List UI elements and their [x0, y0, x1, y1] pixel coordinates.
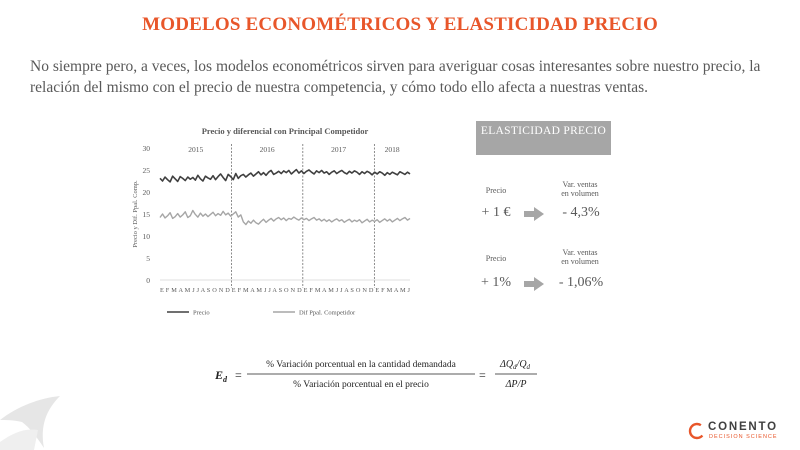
brand-logo: CONENTO DECISION SCIENCE — [688, 421, 788, 443]
brand-tagline: DECISION SCIENCE — [709, 434, 778, 440]
y-tick-label: 20 — [143, 188, 151, 197]
row1-sales-value: - 4,3% — [562, 205, 600, 220]
chart-canvas: Precio y diferencial con Principal Compe… — [132, 126, 411, 317]
x-month-labels: E F M A M J J A S O N D E F M A M J J A … — [160, 287, 411, 294]
y-axis-label: Precio y Dif. Ppal. Comp. — [132, 180, 139, 248]
year-label: 2015 — [188, 145, 203, 154]
decorative-logo-mark — [0, 396, 60, 450]
series-line-precio — [159, 168, 411, 183]
row1-price-value: + 1 € — [481, 205, 511, 220]
row1-price-label: Precio — [485, 186, 507, 195]
row2-sales-label-2: en volumen — [561, 257, 599, 266]
year-label: 2017 — [331, 145, 346, 154]
row1-arrow-icon — [524, 207, 544, 221]
svg-text:Ed: Ed — [215, 368, 228, 384]
row2-price-value: + 1% — [480, 275, 512, 290]
row2-arrow-icon — [524, 277, 544, 291]
row2-sales-label-1: Var. ventas — [562, 248, 598, 257]
svg-text:ΔQd/Qd: ΔQd/Qd — [499, 359, 531, 371]
legend-label: Precio — [193, 310, 210, 317]
y-tick-label: 10 — [143, 232, 151, 241]
formula-rhs-denominator: ΔP/P — [505, 379, 527, 390]
y-tick-label: 5 — [146, 254, 150, 263]
elasticity-formula: Ed = % Variación porcentual en la cantid… — [215, 359, 537, 390]
brand-name: CONENTO — [708, 421, 778, 433]
svg-text:=: = — [479, 368, 486, 382]
formula-lhs: E — [215, 368, 223, 382]
y-tick-label: 25 — [143, 166, 151, 175]
formula-denominator: % Variación porcentual en el precio — [293, 380, 429, 390]
year-label: 2018 — [385, 145, 400, 154]
price-chart: Precio y diferencial con Principal Compe… — [125, 120, 425, 325]
row2-sales-value: - 1,06% — [558, 275, 604, 290]
svg-text:=: = — [235, 368, 242, 382]
legend-label: Dif Ppal. Competidor — [299, 310, 356, 317]
elasticity-header: ELASTICIDAD PRECIO — [476, 121, 611, 155]
row1-sales-label-1: Var. ventas — [562, 180, 598, 189]
intro-paragraph: No siempre pero, a veces, los modelos ec… — [30, 58, 761, 96]
slide-title: MODELOS ECONOMÉTRICOS Y ELASTICIDAD PREC… — [142, 14, 658, 35]
year-label: 2016 — [260, 145, 275, 154]
series-line-dif-competidor — [159, 209, 411, 226]
row2-price-label: Precio — [485, 254, 507, 263]
y-tick-label: 30 — [143, 144, 151, 153]
row1-sales-label-2: en volumen — [561, 189, 599, 198]
chart-title: Precio y diferencial con Principal Compe… — [202, 126, 369, 136]
formula-numerator: % Variación porcentual en la cantidad de… — [266, 360, 457, 370]
y-tick-label: 15 — [143, 210, 151, 219]
brand-c-icon — [688, 422, 706, 440]
formula-lhs-sub: d — [223, 375, 228, 384]
y-tick-label: 0 — [146, 276, 150, 285]
